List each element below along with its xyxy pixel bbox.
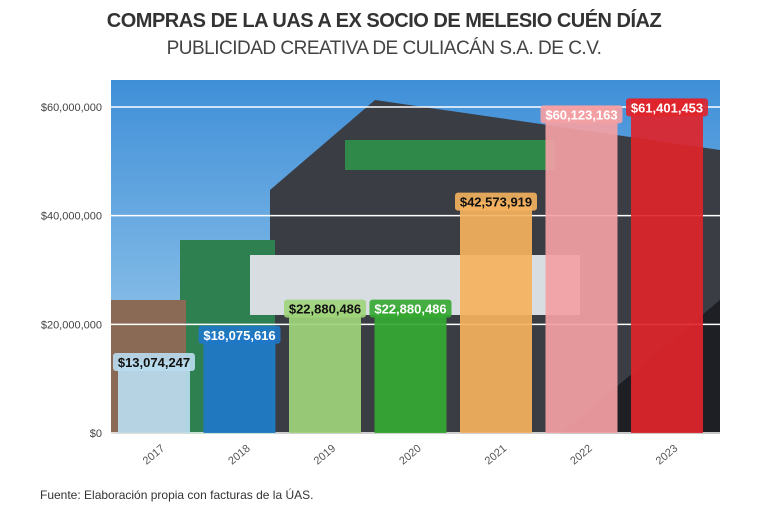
source-note: Fuente: Elaboración propia con facturas …	[40, 488, 314, 502]
data-label-bg	[284, 299, 366, 318]
x-tick-label: 2021	[483, 443, 509, 468]
data-label: $22,880,486	[374, 302, 446, 317]
bar-2019	[289, 308, 361, 433]
bar-2020	[374, 308, 447, 433]
data-label-bg	[626, 98, 708, 117]
x-tick-label: 2023	[654, 443, 680, 468]
y-tick-label: $40,000,000	[41, 211, 102, 223]
data-label-bg	[198, 325, 281, 344]
x-tick-label: 2018	[226, 443, 252, 468]
bar-2021	[460, 201, 532, 433]
chart-subtitle: PUBLICIDAD CREATIVA DE CULIACÁN S.A. DE …	[166, 38, 602, 59]
bar-2023	[631, 99, 703, 433]
x-tick-label: 2019	[312, 443, 338, 468]
bar-2022	[545, 106, 618, 433]
x-tick-label: 2020	[397, 443, 423, 468]
data-label: $13,074,247	[118, 355, 190, 370]
data-label-bg	[455, 192, 537, 211]
y-tick-label: $60,000,000	[41, 102, 102, 114]
bar-2017	[118, 361, 190, 433]
data-label-bg	[113, 352, 195, 371]
data-label-bg	[369, 299, 452, 318]
data-label: $22,880,486	[289, 302, 361, 317]
bar-2018	[203, 334, 276, 433]
y-tick-label: $20,000,000	[41, 319, 102, 331]
data-label: $18,075,616	[203, 328, 275, 343]
data-label: $61,401,453	[631, 100, 703, 115]
data-label: $42,573,919	[460, 195, 532, 210]
y-tick-label: $0	[90, 428, 102, 440]
data-label: $60,123,163	[545, 107, 617, 122]
chart-title: COMPRAS DE LA UAS A EX SOCIO DE MELESIO …	[106, 10, 662, 32]
data-label-bg	[540, 105, 623, 124]
x-tick-label: 2017	[141, 443, 167, 468]
x-tick-label: 2022	[568, 443, 594, 468]
